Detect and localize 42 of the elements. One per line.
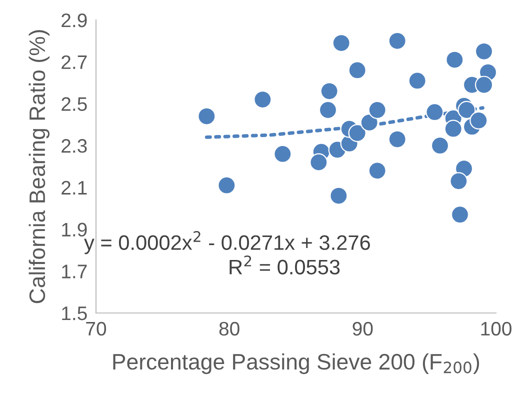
point xyxy=(388,130,406,148)
point xyxy=(318,100,338,120)
point xyxy=(332,34,350,52)
y-tick-label: 1.9 xyxy=(62,222,87,237)
y-axis-title: California Bearing Ratio (%) xyxy=(28,30,50,304)
y-tick-label: 1.7 xyxy=(62,264,87,278)
point xyxy=(348,124,366,142)
point xyxy=(198,107,216,126)
point xyxy=(274,144,292,164)
point xyxy=(474,76,494,94)
point xyxy=(310,153,328,172)
y-tick-label: 2.5 xyxy=(62,97,87,111)
annotation: R$^{2}$ = 0.0553 xyxy=(230,255,340,274)
y-tick-label: 2.1 xyxy=(62,180,87,194)
point xyxy=(450,206,470,224)
x-axis-title: Percentage Passing Sieve 200 (F$_{200}$) xyxy=(113,353,480,374)
point xyxy=(458,100,476,120)
x-tick-label: 100 xyxy=(481,322,512,336)
point xyxy=(330,186,348,205)
x-tick-label: 90 xyxy=(352,322,373,336)
point xyxy=(368,100,386,120)
y-tick-label: 2.7 xyxy=(62,55,87,69)
point xyxy=(218,176,236,194)
point xyxy=(426,103,444,122)
x-tick-label: 80 xyxy=(219,322,240,336)
point xyxy=(320,82,338,100)
point xyxy=(430,136,450,155)
x-tick-label: 70 xyxy=(86,322,106,336)
point xyxy=(348,61,366,80)
point xyxy=(368,162,386,180)
y-tick-label: 2.3 xyxy=(62,139,87,153)
point xyxy=(254,90,272,109)
point xyxy=(470,111,488,130)
point xyxy=(444,120,462,138)
point xyxy=(408,72,426,90)
point xyxy=(446,50,464,69)
y-tick-label: 1.5 xyxy=(62,306,87,320)
point xyxy=(388,32,406,50)
y-tick-label: 2.9 xyxy=(62,13,87,28)
point xyxy=(450,172,468,190)
point xyxy=(360,113,378,132)
point xyxy=(474,42,494,60)
